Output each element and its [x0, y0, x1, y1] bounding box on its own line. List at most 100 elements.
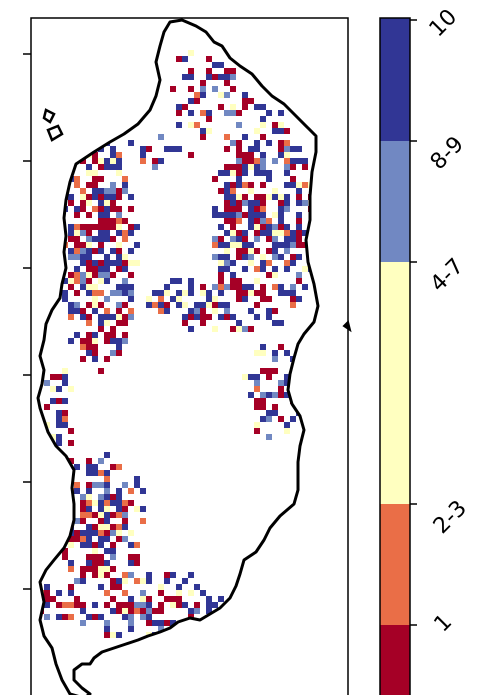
data-cell: [68, 248, 74, 254]
data-cell: [218, 260, 224, 266]
data-cell: [50, 434, 56, 440]
data-cell: [62, 548, 68, 554]
data-cell: [188, 572, 194, 578]
data-cell: [212, 302, 218, 308]
data-cell: [236, 182, 242, 188]
data-cell: [218, 302, 224, 308]
data-cell: [110, 164, 116, 170]
data-cell: [86, 530, 92, 536]
data-cell: [74, 488, 80, 494]
data-cell: [284, 350, 290, 356]
data-cell: [98, 572, 104, 578]
data-cell: [230, 314, 236, 320]
data-cell: [236, 320, 242, 326]
data-cell: [290, 158, 296, 164]
data-cell: [272, 284, 278, 290]
data-cell: [224, 194, 230, 200]
data-cell: [266, 218, 272, 224]
data-cell: [104, 266, 110, 272]
data-cell: [218, 170, 224, 176]
data-cell: [98, 176, 104, 182]
data-cell: [212, 62, 218, 68]
data-cell: [140, 590, 146, 596]
data-cell: [278, 242, 284, 248]
data-cell: [290, 230, 296, 236]
data-cell: [56, 422, 62, 428]
data-cell: [224, 188, 230, 194]
data-cell: [56, 398, 62, 404]
data-cell: [86, 332, 92, 338]
data-cell: [290, 146, 296, 152]
data-cell: [194, 602, 200, 608]
data-cell: [116, 242, 122, 248]
data-cell: [56, 590, 62, 596]
data-cell: [116, 266, 122, 272]
data-cell: [230, 194, 236, 200]
data-cell: [284, 146, 290, 152]
data-cell: [110, 632, 116, 638]
data-cell: [188, 278, 194, 284]
data-cell: [86, 230, 92, 236]
data-cell: [68, 314, 74, 320]
data-cell: [188, 290, 194, 296]
data-cell: [254, 104, 260, 110]
data-cell: [182, 302, 188, 308]
data-cell: [86, 182, 92, 188]
data-cell: [206, 314, 212, 320]
data-cell: [92, 344, 98, 350]
data-cell: [200, 92, 206, 98]
data-cell: [128, 314, 134, 320]
data-cell: [266, 170, 272, 176]
data-cell: [254, 224, 260, 230]
data-cell: [86, 194, 92, 200]
data-cell: [260, 350, 266, 356]
data-cell: [230, 242, 236, 248]
data-cell: [254, 398, 260, 404]
data-cell: [260, 254, 266, 260]
data-cell: [68, 542, 74, 548]
data-cell: [290, 290, 296, 296]
data-cell: [158, 608, 164, 614]
data-cell: [86, 506, 92, 512]
data-cell: [104, 188, 110, 194]
data-cell: [122, 302, 128, 308]
data-cell: [188, 314, 194, 320]
data-cell: [122, 518, 128, 524]
data-cell: [110, 188, 116, 194]
data-cell: [86, 512, 92, 518]
data-cell: [230, 230, 236, 236]
data-cell: [176, 590, 182, 596]
data-cell: [158, 602, 164, 608]
data-cell: [86, 290, 92, 296]
data-cell: [176, 110, 182, 116]
data-cell: [74, 272, 80, 278]
data-cell: [122, 572, 128, 578]
data-cell: [284, 260, 290, 266]
data-cell: [242, 254, 248, 260]
data-cell: [98, 536, 104, 542]
data-cell: [254, 278, 260, 284]
data-cell: [260, 164, 266, 170]
data-cell: [230, 272, 236, 278]
data-cell: [80, 200, 86, 206]
data-cell: [128, 500, 134, 506]
data-cell: [152, 158, 158, 164]
data-cell: [284, 242, 290, 248]
data-cell: [104, 518, 110, 524]
data-cell: [260, 290, 266, 296]
data-cell: [266, 314, 272, 320]
data-cell: [128, 296, 134, 302]
data-cell: [218, 74, 224, 80]
data-cell: [68, 308, 74, 314]
data-cell: [92, 296, 98, 302]
data-cell: [236, 236, 242, 242]
data-cell: [128, 626, 134, 632]
data-cell: [236, 296, 242, 302]
data-cell: [146, 302, 152, 308]
data-cell: [86, 536, 92, 542]
data-cell: [200, 86, 206, 92]
data-cell: [206, 290, 212, 296]
data-cell: [134, 260, 140, 266]
data-cell: [176, 596, 182, 602]
